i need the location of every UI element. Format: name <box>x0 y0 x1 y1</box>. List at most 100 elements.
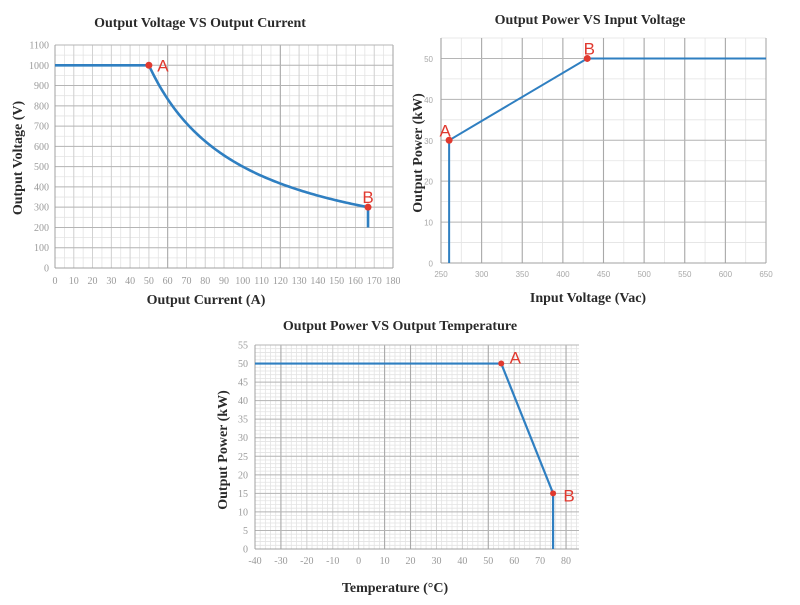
y-axis-label: Output Voltage (V) <box>11 100 26 215</box>
chart-title: Output Voltage VS Output Current <box>94 16 306 31</box>
x-tick-label: 160 <box>348 276 363 287</box>
point-marker-a <box>145 61 153 69</box>
y-tick-label: 50 <box>424 55 433 64</box>
x-tick-label: 80 <box>561 556 571 567</box>
y-axis-label: Output Power (kW) <box>216 390 231 510</box>
point-label-a: A <box>510 349 522 368</box>
x-tick-label: -20 <box>300 556 313 567</box>
y-tick-label: 200 <box>34 223 49 234</box>
x-tick-label: 110 <box>254 276 269 287</box>
y-tick-label: 55 <box>238 341 248 352</box>
x-tick-label: 250 <box>434 270 448 279</box>
chart-title: Output Power VS Output Temperature <box>283 319 517 334</box>
y-tick-label: 900 <box>34 81 49 92</box>
y-tick-label: 300 <box>34 203 49 214</box>
x-axis-label: Input Voltage (Vac) <box>530 291 647 306</box>
x-tick-label: 550 <box>678 270 692 279</box>
x-tick-label: 600 <box>719 270 733 279</box>
point-label-a: A <box>157 56 169 75</box>
x-tick-label: 50 <box>144 276 154 287</box>
y-axis-label: Output Power (kW) <box>411 93 426 213</box>
y-tick-label: 25 <box>238 452 248 463</box>
x-tick-label: 140 <box>310 276 325 287</box>
y-tick-label: 800 <box>34 101 49 112</box>
x-tick-label: -30 <box>274 556 287 567</box>
x-axis-label: Output Current (A) <box>147 293 266 308</box>
y-tick-label: 40 <box>238 396 248 407</box>
chart-1-svg: Output Voltage VS Output Current 0 10 20 30… <box>11 16 401 308</box>
x-tick-label: 100 <box>235 276 250 287</box>
x-tick-label: 650 <box>759 270 773 279</box>
point-label-a: A <box>439 121 451 140</box>
x-tick-label: -40 <box>248 556 261 567</box>
y-tick-label: 0 <box>44 264 49 275</box>
x-tick-label: 400 <box>556 270 570 279</box>
y-tick-label: 1100 <box>29 41 49 52</box>
x-tick-label: 70 <box>535 556 545 567</box>
point-marker-b <box>550 490 557 497</box>
x-tick-label: 10 <box>69 276 79 287</box>
point-marker-b <box>583 54 591 62</box>
x-tick-label: 20 <box>406 556 416 567</box>
y-tick-label: 500 <box>34 162 49 173</box>
x-tick-label: 40 <box>457 556 467 567</box>
x-tick-label: 500 <box>637 270 651 279</box>
y-tick-label: 1000 <box>29 61 49 72</box>
x-tick-label: 20 <box>88 276 98 287</box>
x-tick-label: 180 <box>386 276 401 287</box>
x-tick-label: -10 <box>326 556 339 567</box>
y-tick-label: 400 <box>34 182 49 193</box>
y-tick-label: 15 <box>238 489 248 500</box>
point-marker-a <box>498 360 505 367</box>
data-line <box>55 63 370 228</box>
x-tick-label: 130 <box>292 276 307 287</box>
x-tick-label: 0 <box>356 556 361 567</box>
y-tick-label: 40 <box>424 96 433 105</box>
y-tick-label: 0 <box>429 260 434 269</box>
point-label-b: B <box>563 486 574 505</box>
x-tick-label: 90 <box>219 276 229 287</box>
x-tick-label: 10 <box>380 556 390 567</box>
x-tick-label: 70 <box>181 276 191 287</box>
chart-power-vs-input-voltage: Output Power VS Input Voltage 250 300 350 4… <box>400 0 800 310</box>
x-tick-label: 300 <box>475 270 489 279</box>
chart-2-svg: Output Power VS Input Voltage 250 300 350 4… <box>411 13 773 306</box>
chart-power-vs-temperature: Output Power VS Output Temperature -40 -3… <box>210 310 590 600</box>
y-tick-label: 20 <box>238 470 248 481</box>
point-marker-a <box>445 136 453 144</box>
y-tick-label: 30 <box>238 433 248 444</box>
y-tick-label: 10 <box>424 219 433 228</box>
y-tick-label: 50 <box>238 359 248 370</box>
x-tick-label: 350 <box>516 270 530 279</box>
y-tick-label: 700 <box>34 122 49 133</box>
data-line <box>448 57 766 263</box>
y-tick-label: 0 <box>243 545 248 556</box>
y-tick-label: 30 <box>424 137 433 146</box>
y-tick-label: 600 <box>34 142 49 153</box>
x-tick-label: 80 <box>200 276 210 287</box>
data-line <box>255 362 555 549</box>
x-axis-label: Temperature (°C) <box>342 581 449 596</box>
x-tick-label: 170 <box>367 276 382 287</box>
x-tick-label: 30 <box>431 556 441 567</box>
chart-voltage-vs-current: Output Voltage VS Output Current 0 10 20 30… <box>0 0 401 310</box>
x-tick-label: 30 <box>106 276 116 287</box>
chart-title: Output Power VS Input Voltage <box>495 13 686 28</box>
y-tick-label: 10 <box>238 507 248 518</box>
y-tick-label: 35 <box>238 415 248 426</box>
y-tick-label: 45 <box>238 378 248 389</box>
x-tick-label: 40 <box>125 276 135 287</box>
chart-3-svg: Output Power VS Output Temperature -40 -3… <box>216 319 579 596</box>
point-label-b: B <box>584 39 595 58</box>
x-tick-label: 60 <box>509 556 519 567</box>
x-tick-label: 450 <box>597 270 611 279</box>
y-tick-label: 5 <box>243 526 248 537</box>
x-tick-label: 60 <box>163 276 173 287</box>
x-tick-label: 120 <box>273 276 288 287</box>
x-tick-label: 50 <box>483 556 493 567</box>
y-tick-label: 20 <box>424 178 433 187</box>
x-tick-label: 150 <box>329 276 344 287</box>
x-tick-label: 0 <box>53 276 58 287</box>
y-tick-label: 100 <box>34 243 49 254</box>
point-label-b: B <box>362 188 373 207</box>
